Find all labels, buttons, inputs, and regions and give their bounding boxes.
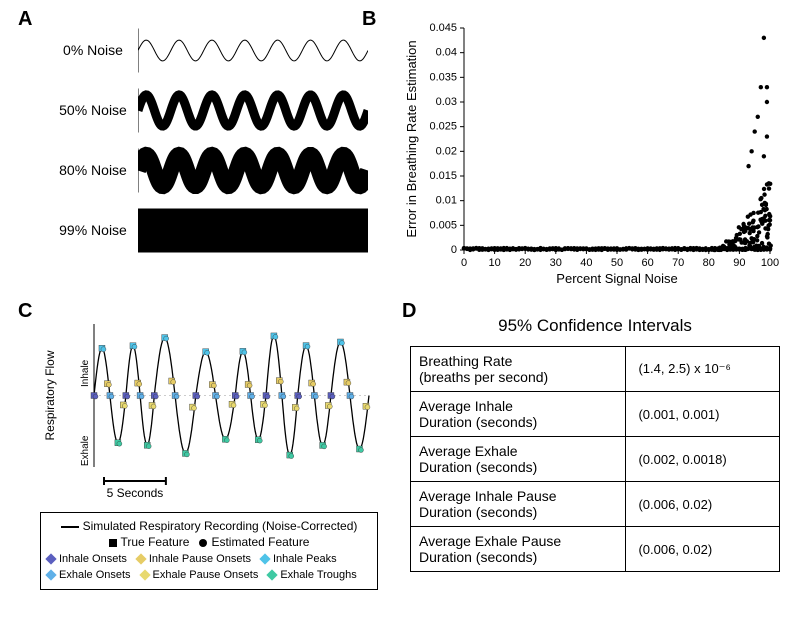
ci-value: (0.006, 0.02) bbox=[626, 482, 780, 527]
svg-text:0.025: 0.025 bbox=[429, 121, 457, 133]
panel-label-a: A bbox=[18, 8, 32, 31]
legend-square-icon bbox=[109, 539, 117, 547]
noise-waveform bbox=[138, 23, 368, 78]
legend-diamond-icon bbox=[259, 553, 270, 564]
ci-label: Breathing Rate(breaths per second) bbox=[411, 347, 626, 392]
ci-value: (1.4, 2.5) x 10⁻⁶ bbox=[626, 347, 780, 392]
ci-label: Average ExhaleDuration (seconds) bbox=[411, 437, 626, 482]
svg-text:10: 10 bbox=[488, 257, 500, 269]
svg-text:60: 60 bbox=[641, 257, 653, 269]
table-row: Average ExhaleDuration (seconds)(0.002, … bbox=[411, 437, 780, 482]
legend-diamond-icon bbox=[139, 569, 150, 580]
legend-diamond-icon bbox=[45, 569, 56, 580]
panel-c-legend: Simulated Respiratory Recording (Noise-C… bbox=[40, 512, 378, 590]
panel-b: 0 10 20 30 40 50 60 70 80 90 100 0 0.005 0.01 0.015 0.0… bbox=[400, 18, 780, 288]
svg-text:70: 70 bbox=[672, 257, 684, 269]
noise-label: 80% Noise bbox=[48, 162, 138, 178]
legend-item: Exhale Onsets bbox=[47, 569, 131, 581]
svg-text:0.02: 0.02 bbox=[436, 145, 457, 157]
legend-item: Exhale Troughs bbox=[268, 569, 356, 581]
ci-label: Average Inhale PauseDuration (seconds) bbox=[411, 482, 626, 527]
ci-label: Average InhaleDuration (seconds) bbox=[411, 392, 626, 437]
legend-circle-label: Estimated Feature bbox=[211, 535, 309, 549]
noise-row: 50% Noise bbox=[48, 80, 368, 140]
svg-text:0.015: 0.015 bbox=[429, 170, 457, 182]
svg-text:0: 0 bbox=[461, 257, 467, 269]
table-row: Average Exhale PauseDuration (seconds)(0… bbox=[411, 527, 780, 572]
confidence-intervals-table: Breathing Rate(breaths per second)(1.4, … bbox=[410, 346, 780, 572]
ci-value: (0.002, 0.0018) bbox=[626, 437, 780, 482]
panel-d: 95% Confidence Intervals Breathing Rate(… bbox=[410, 316, 780, 572]
svg-text:90: 90 bbox=[733, 257, 745, 269]
legend-item: Exhale Pause Onsets bbox=[141, 569, 259, 581]
table-row: Breathing Rate(breaths per second)(1.4, … bbox=[411, 347, 780, 392]
panel-a: 0% Noise 50% Noise 80% Noise 99% Noise bbox=[48, 20, 368, 280]
table-row: Average Inhale PauseDuration (seconds)(0… bbox=[411, 482, 780, 527]
svg-text:Respiratory Flow: Respiratory Flow bbox=[43, 350, 57, 440]
noise-label: 0% Noise bbox=[48, 42, 138, 58]
panel-c: Respiratory Flow Inhale Exhale 5 Seconds Si… bbox=[40, 318, 385, 618]
svg-text:80: 80 bbox=[703, 257, 715, 269]
legend-item: Inhale Pause Onsets bbox=[137, 553, 251, 565]
panel-label-c: C bbox=[18, 300, 32, 323]
legend-diamond-icon bbox=[45, 553, 56, 564]
svg-text:0.005: 0.005 bbox=[429, 219, 457, 231]
svg-text:0.03: 0.03 bbox=[436, 96, 457, 108]
svg-text:Inhale: Inhale bbox=[80, 359, 91, 387]
noise-waveform bbox=[138, 203, 368, 258]
noise-waveform bbox=[138, 83, 368, 138]
legend-circle-icon bbox=[199, 539, 207, 547]
svg-text:0.04: 0.04 bbox=[436, 47, 457, 59]
svg-text:40: 40 bbox=[580, 257, 592, 269]
noise-waveform bbox=[138, 143, 368, 198]
legend-diamond-icon bbox=[267, 569, 278, 580]
svg-text:0: 0 bbox=[451, 244, 457, 256]
legend-item: Inhale Onsets bbox=[47, 553, 127, 565]
panel-d-title: 95% Confidence Intervals bbox=[410, 316, 780, 336]
svg-text:Percent Signal Noise: Percent Signal Noise bbox=[556, 271, 677, 286]
panel-c-respiratory-plot: Respiratory Flow Inhale Exhale 5 Seconds bbox=[40, 318, 375, 503]
svg-text:0.045: 0.045 bbox=[429, 22, 457, 34]
legend-item: Inhale Peaks bbox=[261, 553, 337, 565]
noise-label: 99% Noise bbox=[48, 222, 138, 238]
svg-text:0.035: 0.035 bbox=[429, 71, 457, 83]
noise-label: 50% Noise bbox=[48, 102, 138, 118]
ci-value: (0.006, 0.02) bbox=[626, 527, 780, 572]
table-row: Average InhaleDuration (seconds)(0.001, … bbox=[411, 392, 780, 437]
legend-diamond-icon bbox=[135, 553, 146, 564]
noise-row: 0% Noise bbox=[48, 20, 368, 80]
noise-row: 99% Noise bbox=[48, 200, 368, 260]
svg-text:5 Seconds: 5 Seconds bbox=[107, 486, 164, 500]
svg-text:Exhale: Exhale bbox=[80, 435, 91, 466]
svg-text:50: 50 bbox=[611, 257, 623, 269]
svg-text:100: 100 bbox=[761, 257, 779, 269]
ci-label: Average Exhale PauseDuration (seconds) bbox=[411, 527, 626, 572]
svg-text:20: 20 bbox=[519, 257, 531, 269]
svg-text:0.01: 0.01 bbox=[436, 195, 457, 207]
svg-text:Error in Breathing Rate Estima: Error in Breathing Rate Estimation bbox=[404, 40, 419, 237]
ci-value: (0.001, 0.001) bbox=[626, 392, 780, 437]
svg-text:30: 30 bbox=[550, 257, 562, 269]
legend-line-icon bbox=[61, 526, 79, 528]
panel-b-scatter: 0 10 20 30 40 50 60 70 80 90 100 0 0.005 0.01 0.015 0.0… bbox=[400, 18, 780, 288]
legend-square-label: True Feature bbox=[121, 535, 190, 549]
legend-line-label: Simulated Respiratory Recording (Noise-C… bbox=[83, 519, 358, 533]
noise-row: 80% Noise bbox=[48, 140, 368, 200]
